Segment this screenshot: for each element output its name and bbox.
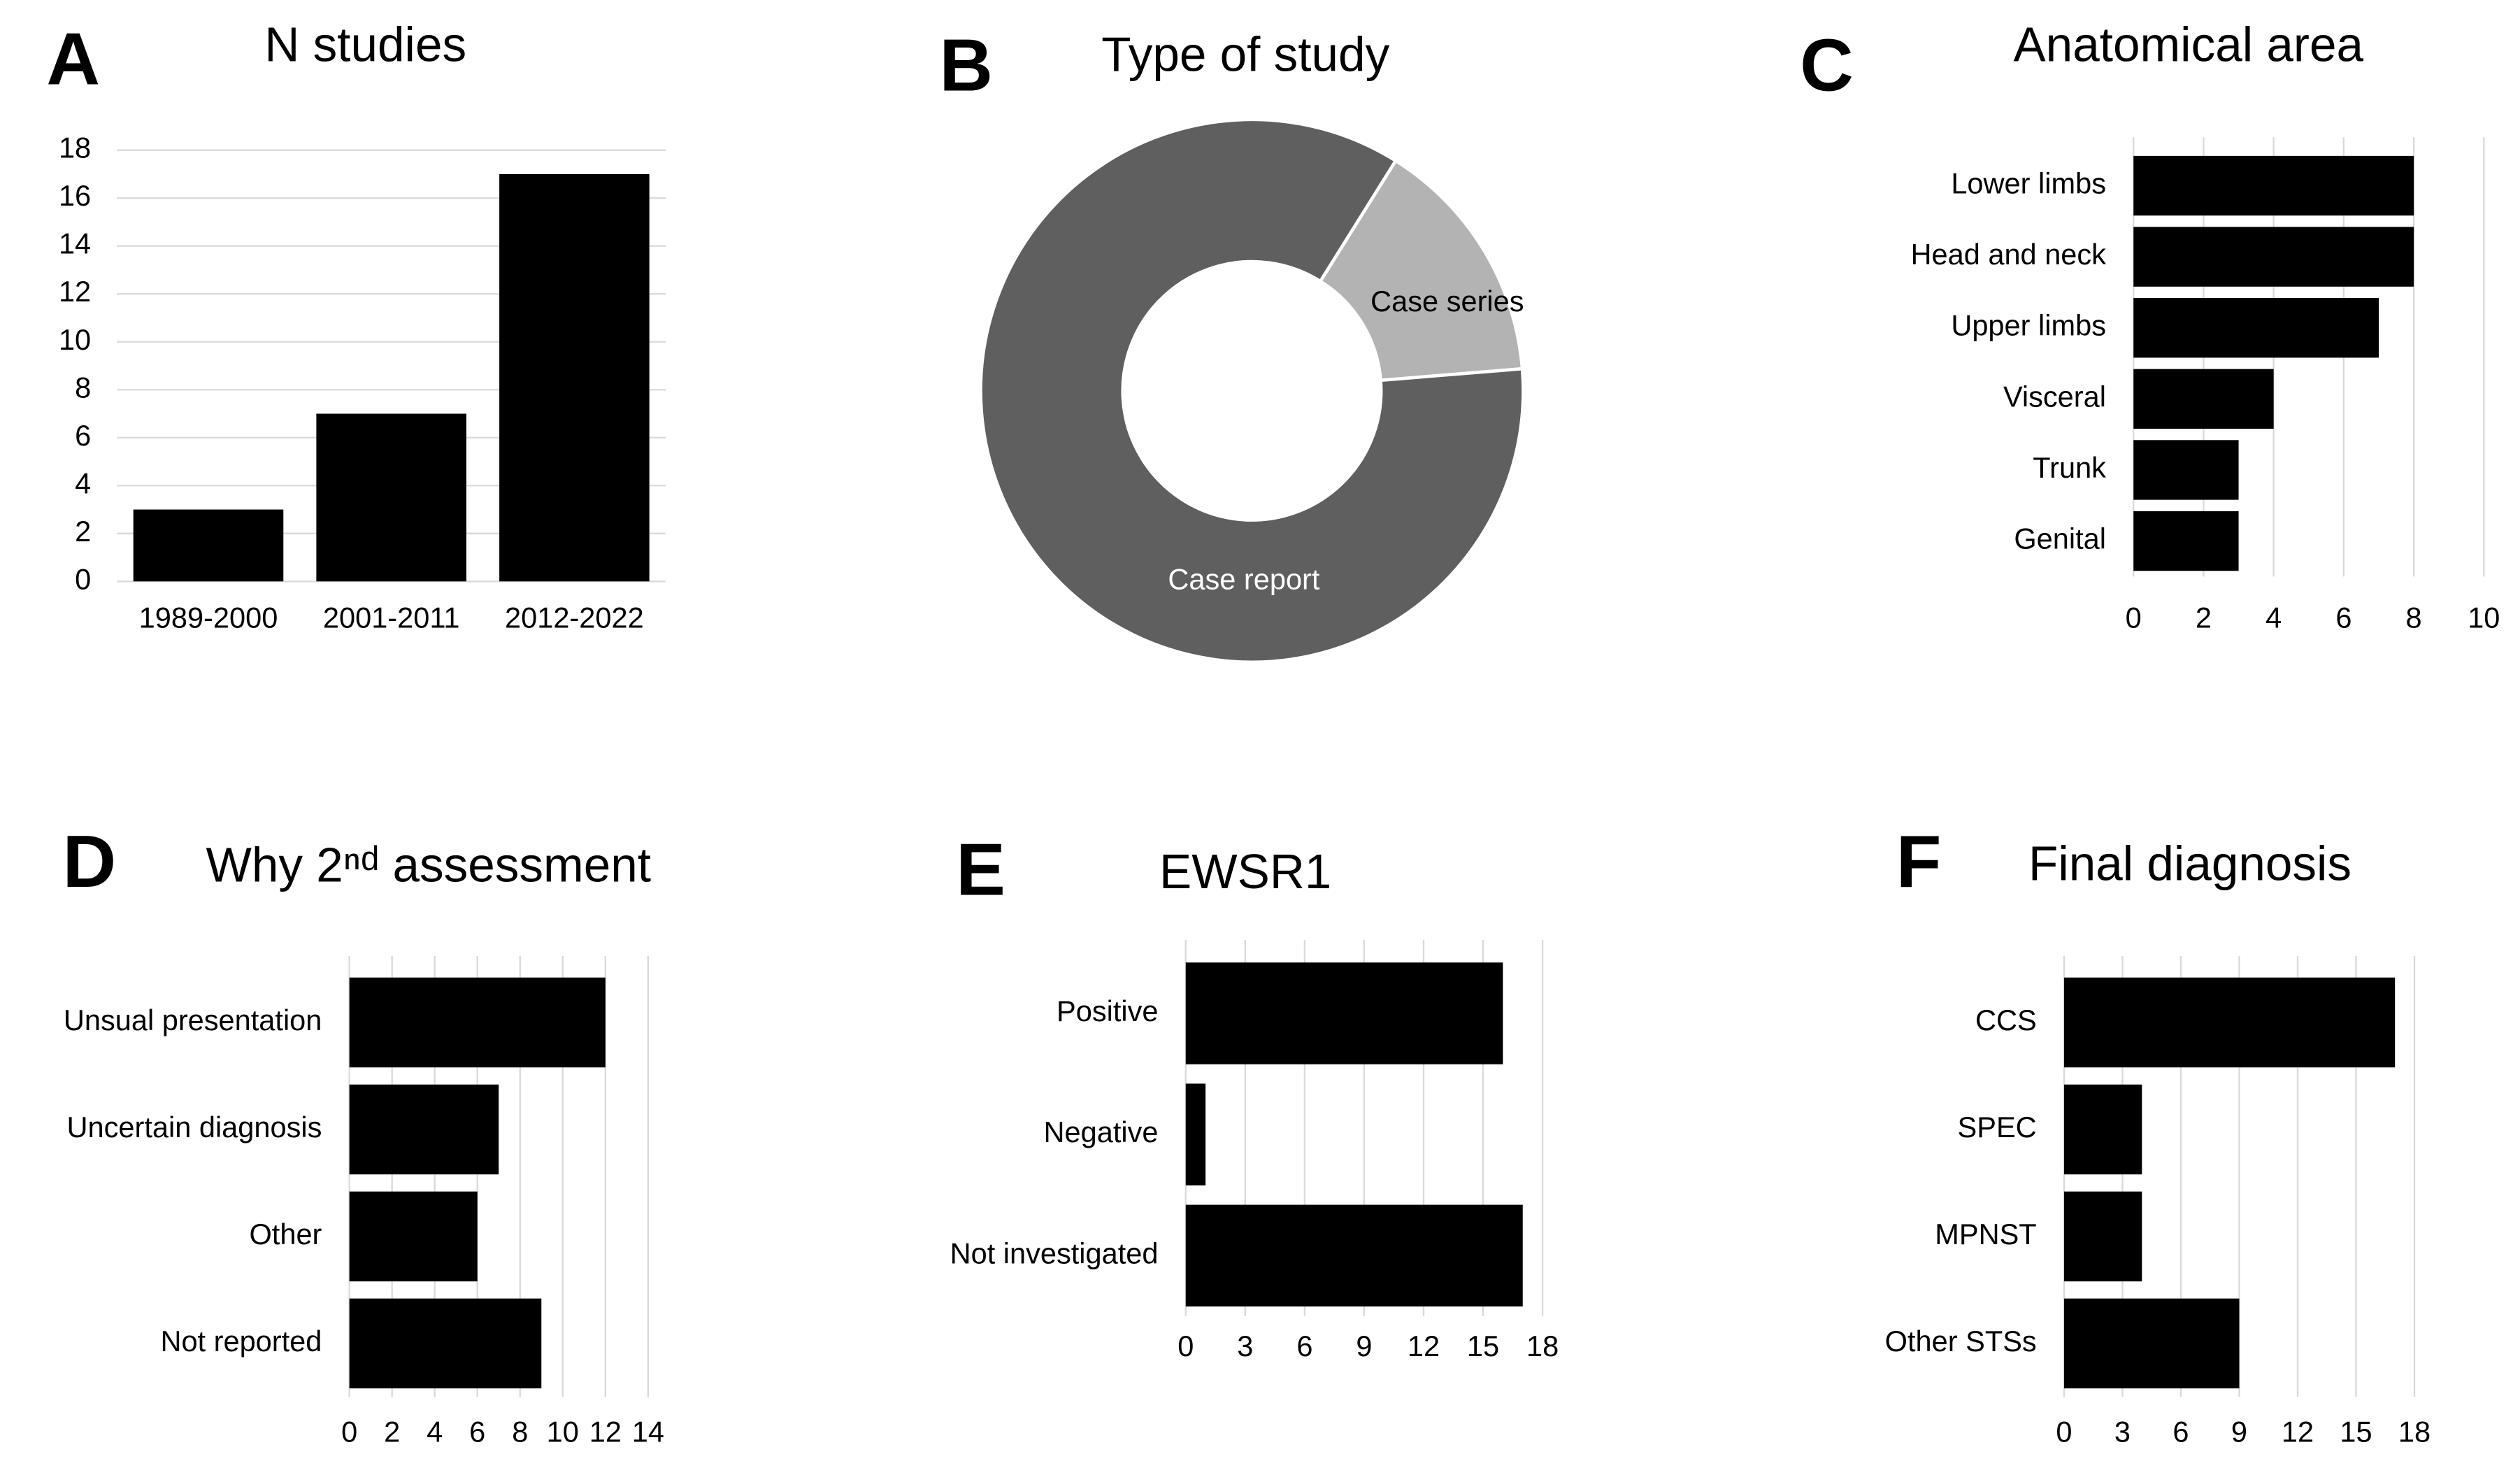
y-tick-label: CCS bbox=[1975, 1004, 2037, 1036]
bar bbox=[2063, 1191, 2142, 1282]
x-tick-label: 2001-2011 bbox=[323, 601, 460, 634]
y-tick-label: Other STSs bbox=[1885, 1325, 2037, 1357]
x-tick-label: 4 bbox=[2265, 601, 2282, 634]
x-tick-label: 15 bbox=[2340, 1415, 2372, 1448]
bar bbox=[2063, 1298, 2240, 1389]
bar bbox=[349, 1298, 542, 1389]
x-tick-label: 0 bbox=[2056, 1415, 2072, 1448]
panel-letter: D bbox=[63, 820, 117, 903]
y-tick-label: Other bbox=[249, 1218, 322, 1250]
bar bbox=[1185, 1083, 1206, 1185]
slice-label: Case series bbox=[1370, 285, 1524, 318]
y-tick-label: Lower limbs bbox=[1951, 167, 2106, 200]
bar bbox=[133, 509, 284, 582]
bar bbox=[2133, 227, 2414, 287]
chart-title: N studies bbox=[264, 17, 466, 72]
x-tick-label: 6 bbox=[1296, 1330, 1312, 1362]
slice bbox=[1318, 158, 1524, 383]
x-tick-label: 9 bbox=[1356, 1330, 1372, 1362]
x-tick-label: 6 bbox=[469, 1415, 485, 1448]
bar bbox=[1185, 1204, 1523, 1307]
x-tick-label: 2012-2022 bbox=[505, 601, 644, 634]
y-tick-label: Uncertain diagnosis bbox=[66, 1111, 322, 1143]
panel-letter: F bbox=[1896, 820, 1942, 903]
y-tick-label: Not investigated bbox=[950, 1237, 1159, 1269]
bar bbox=[1185, 962, 1503, 1064]
x-tick-label: 3 bbox=[1237, 1330, 1253, 1362]
panel-letter: A bbox=[46, 17, 100, 100]
bar bbox=[2063, 977, 2396, 1068]
bar bbox=[2133, 155, 2414, 216]
x-tick-label: 2 bbox=[384, 1415, 400, 1448]
bar bbox=[2133, 369, 2274, 429]
y-tick-label: SPEC bbox=[1958, 1111, 2037, 1143]
slice bbox=[979, 117, 1525, 664]
x-tick-label: 8 bbox=[512, 1415, 528, 1448]
chart-title: Type of study bbox=[1101, 27, 1389, 81]
x-tick-label: 10 bbox=[2468, 601, 2500, 634]
y-tick-label: Genital bbox=[2014, 522, 2106, 555]
y-tick-label: Visceral bbox=[2003, 380, 2106, 413]
x-tick-label: 0 bbox=[1177, 1330, 1194, 1362]
x-tick-label: 3 bbox=[2114, 1415, 2131, 1448]
bar bbox=[2133, 440, 2239, 500]
y-tick-label: Trunk bbox=[2033, 451, 2106, 484]
bar bbox=[2133, 298, 2379, 358]
bar bbox=[2063, 1084, 2142, 1175]
panel-letter: C bbox=[1800, 24, 1854, 107]
y-tick-label: 12 bbox=[59, 275, 91, 308]
chart-title: Anatomical area bbox=[2013, 17, 2363, 72]
y-tick-label: 10 bbox=[59, 323, 91, 356]
panel-letter: B bbox=[939, 24, 993, 107]
y-tick-label: 2 bbox=[75, 515, 91, 548]
x-tick-label: 9 bbox=[2231, 1415, 2247, 1448]
x-tick-label: 15 bbox=[1467, 1330, 1499, 1362]
y-tick-label: 18 bbox=[59, 131, 91, 164]
y-tick-label: Unsual presentation bbox=[64, 1004, 322, 1036]
y-tick-label: Head and neck bbox=[1910, 238, 2106, 271]
bar bbox=[316, 413, 466, 582]
bar bbox=[349, 1084, 499, 1175]
y-tick-label: 8 bbox=[75, 371, 91, 404]
y-tick-label: Not reported bbox=[160, 1325, 322, 1357]
x-tick-label: 12 bbox=[589, 1415, 622, 1448]
x-tick-label: 8 bbox=[2406, 601, 2422, 634]
y-tick-label: 6 bbox=[75, 419, 91, 452]
x-tick-label: 6 bbox=[2172, 1415, 2189, 1448]
y-tick-label: 4 bbox=[75, 466, 91, 499]
y-tick-label: Negative bbox=[1044, 1116, 1159, 1148]
chart-title: EWSR1 bbox=[1159, 844, 1331, 899]
y-tick-label: 0 bbox=[75, 562, 91, 595]
x-tick-label: 18 bbox=[1526, 1330, 1559, 1362]
x-tick-label: 12 bbox=[1408, 1330, 1440, 1362]
y-tick-label: MPNST bbox=[1935, 1218, 2036, 1250]
bar bbox=[349, 1191, 478, 1282]
bar bbox=[499, 174, 650, 582]
x-tick-label: 4 bbox=[427, 1415, 443, 1448]
panel-letter: E bbox=[956, 828, 1005, 911]
slice-label: Case report bbox=[1168, 562, 1320, 595]
x-tick-label: 10 bbox=[547, 1415, 579, 1448]
y-tick-label: Positive bbox=[1057, 995, 1158, 1027]
y-tick-label: 14 bbox=[59, 227, 91, 260]
x-tick-label: 18 bbox=[2398, 1415, 2430, 1448]
x-tick-label: 0 bbox=[341, 1415, 357, 1448]
y-tick-label: Upper limbs bbox=[1951, 309, 2106, 342]
chart-title: Why 2ⁿᵈ assessment bbox=[206, 838, 652, 892]
bar bbox=[2133, 511, 2239, 571]
x-tick-label: 2 bbox=[2196, 601, 2212, 634]
x-tick-label: 12 bbox=[2282, 1415, 2314, 1448]
x-tick-label: 0 bbox=[2126, 601, 2142, 634]
bar bbox=[349, 977, 606, 1068]
x-tick-label: 6 bbox=[2335, 601, 2351, 634]
y-tick-label: 16 bbox=[59, 179, 91, 212]
x-tick-label: 14 bbox=[632, 1415, 664, 1448]
chart-title: Final diagnosis bbox=[2028, 836, 2351, 890]
x-tick-label: 1989-2000 bbox=[139, 601, 278, 634]
